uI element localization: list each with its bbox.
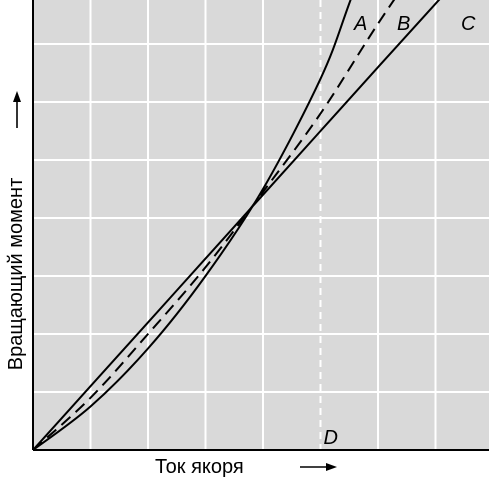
reference-line-label: D: [324, 427, 338, 449]
curve-label-c: C: [461, 13, 476, 35]
curves: [33, 0, 441, 450]
curve-label-a: A: [353, 13, 367, 35]
reference-line-group: D: [319, 0, 338, 450]
curve-labels: A B C: [353, 13, 476, 35]
grid: [33, 0, 489, 450]
x-axis-label: Ток якоря: [155, 456, 244, 478]
y-axis-arrow-icon: [13, 91, 21, 102]
x-axis-arrow-icon: [326, 463, 337, 471]
axes: Ток якоря Вращающий момент: [5, 0, 489, 478]
curve-label-b: B: [397, 13, 410, 35]
curve-c: [33, 0, 441, 450]
y-axis-label: Вращающий момент: [5, 178, 27, 370]
curve-a: [33, 0, 352, 450]
plot-area: [33, 0, 489, 450]
curve-b: [33, 0, 396, 450]
